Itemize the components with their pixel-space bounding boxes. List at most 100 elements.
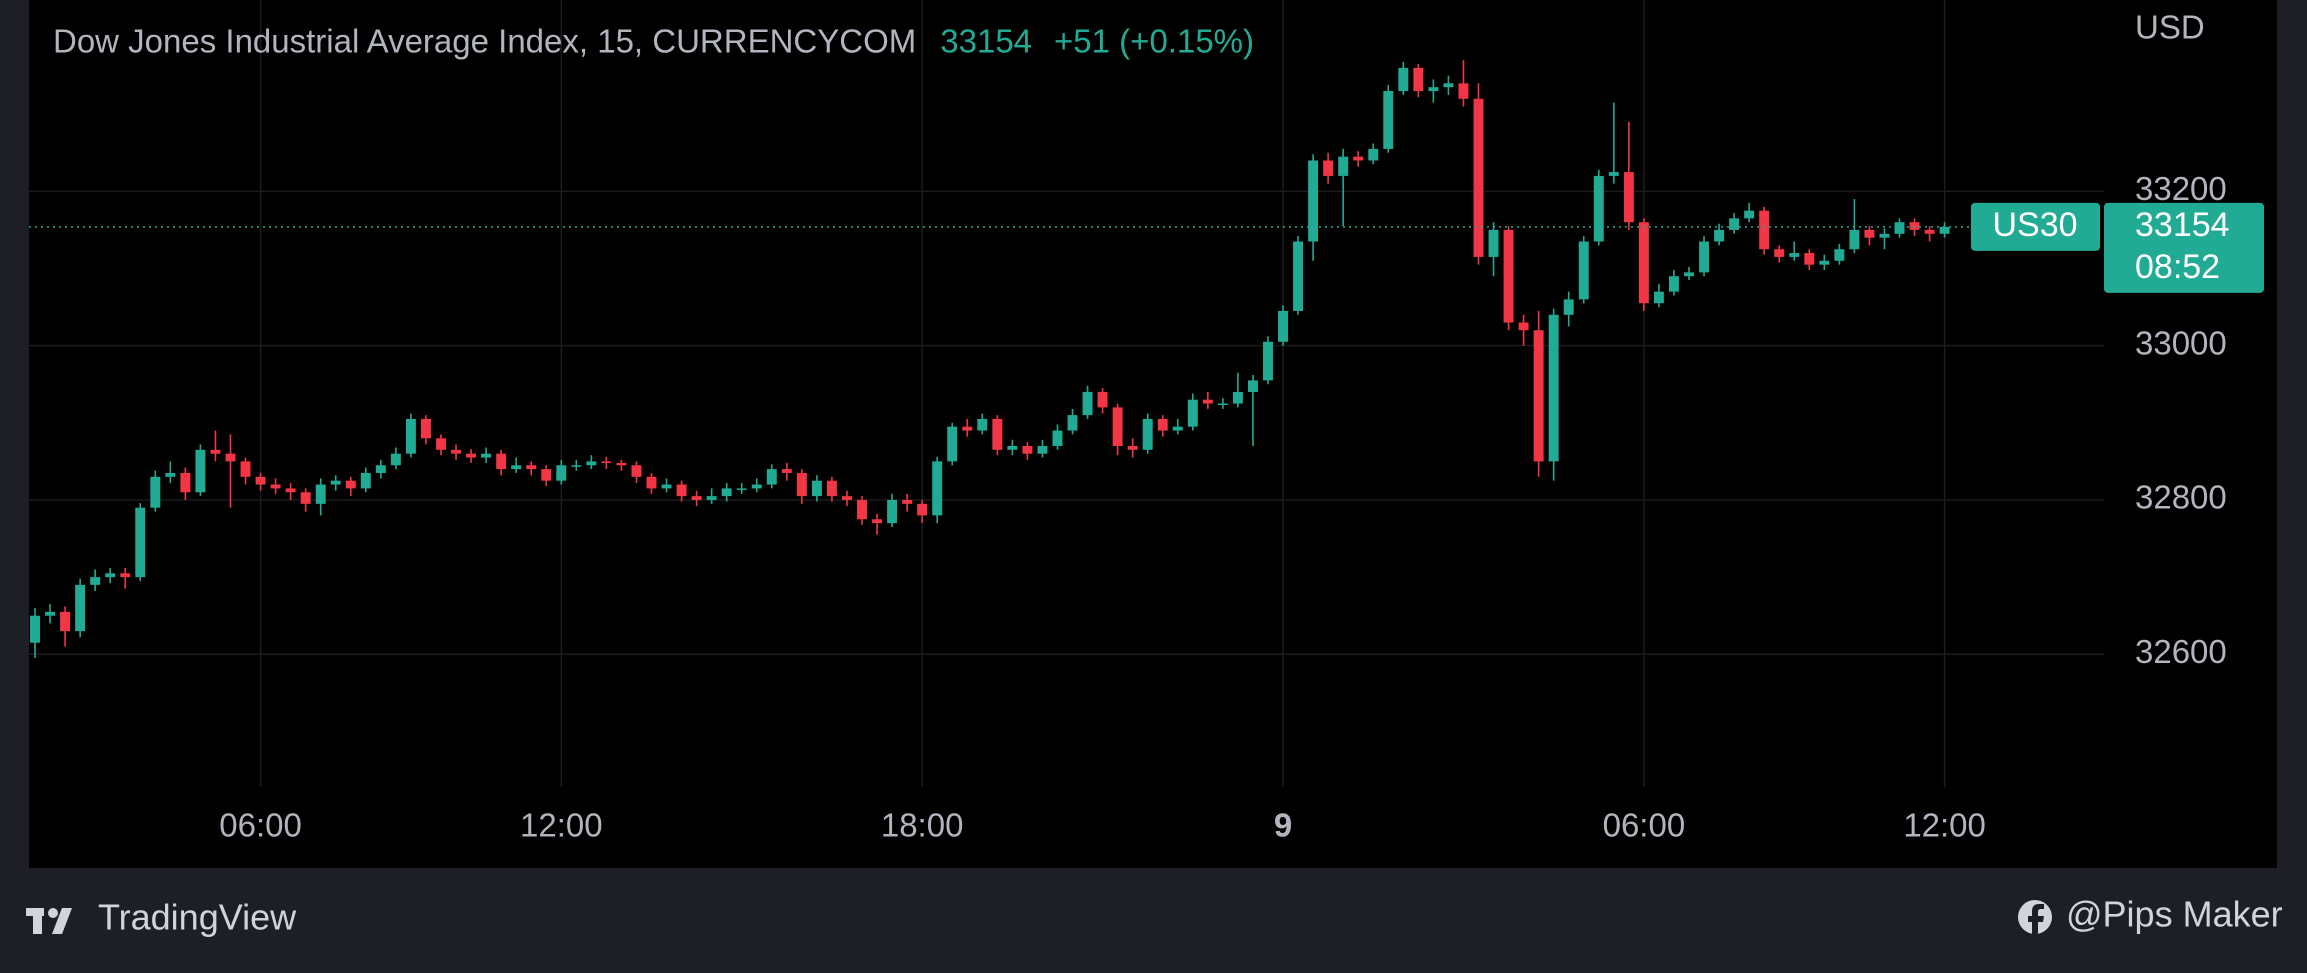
candle-body (1473, 98, 1484, 257)
candle-body (45, 611, 56, 616)
candle-body (857, 499, 867, 520)
y-tick-label: 33000 (2135, 324, 2227, 361)
candle-body (751, 484, 762, 489)
candle-body (30, 615, 40, 643)
candle-body (496, 453, 507, 470)
candle-body (556, 465, 567, 481)
candle-body (1488, 229, 1499, 257)
candle-body (1638, 222, 1649, 304)
candle-body (1533, 330, 1544, 462)
candle-body (466, 453, 477, 458)
candle-body (1623, 172, 1634, 223)
overlay: US30 33154 08:52 (29, 202, 2264, 293)
candle-body (1669, 276, 1679, 292)
candle-body (811, 480, 822, 497)
candle-body (1608, 172, 1619, 176)
candle-body (195, 449, 206, 493)
candle-body (1729, 218, 1740, 230)
brand: TradingView (98, 897, 297, 938)
x-tick-label: 9 (1274, 807, 1292, 844)
x-tick-label: 12:00 (1903, 807, 1986, 844)
candle-body (240, 461, 251, 477)
candle-body (676, 484, 687, 497)
candle-body (1503, 229, 1514, 323)
candle-body (661, 484, 672, 489)
x-tick-label: 06:00 (219, 807, 302, 844)
candle-body (1849, 229, 1860, 250)
candle-body (225, 453, 236, 462)
candle-body (1834, 249, 1845, 261)
candle-body (781, 469, 792, 473)
candle-body (1232, 391, 1243, 404)
candle-body (75, 584, 86, 632)
candle-body (150, 476, 161, 508)
candle-body (842, 496, 852, 500)
candle-body (1398, 67, 1409, 92)
y-tick-label: 32800 (2135, 479, 2227, 516)
candle-body (1202, 399, 1213, 404)
candles (30, 60, 1950, 659)
x-tick-label: 18:00 (881, 807, 964, 844)
candle-body (1924, 229, 1935, 234)
candle-body (1172, 426, 1183, 431)
candle-body (1759, 210, 1770, 250)
header-price: 33154 (940, 23, 1032, 60)
candle-body (1022, 445, 1033, 454)
y-tick-label: 33200 (2135, 170, 2227, 207)
candle-body (932, 461, 943, 516)
candle-body (1187, 399, 1198, 427)
candle-body (526, 465, 537, 470)
candle-body (360, 472, 371, 489)
candle-body (1323, 160, 1334, 176)
candle-body (962, 426, 973, 431)
candle-body (1247, 380, 1258, 392)
countdown-label: 08:52 (2135, 248, 2220, 286)
candle-body (1518, 322, 1529, 331)
candle-body (1037, 445, 1048, 454)
candle-body (1383, 91, 1394, 149)
candle-body (1293, 241, 1304, 311)
candle-body (646, 476, 657, 489)
candle-body (135, 507, 146, 578)
candle-body (586, 461, 597, 466)
candle-body (60, 611, 71, 632)
candle-body (902, 499, 913, 504)
candle-body (977, 418, 988, 431)
x-tick-label: 12:00 (520, 807, 603, 844)
x-tick-label: 06:00 (1603, 807, 1686, 844)
candle-body (481, 453, 492, 458)
candle-body (1909, 222, 1920, 230)
candle-body (992, 418, 1003, 450)
candle-body (721, 488, 732, 497)
candle-body (1353, 156, 1364, 161)
candle-body (120, 573, 131, 578)
candle-body (1939, 226, 1950, 234)
candle-body (165, 472, 176, 477)
candle-body (270, 484, 281, 489)
candle-body (917, 503, 928, 516)
candle-body (1082, 391, 1093, 416)
candle-body (1052, 430, 1063, 446)
candle-body (1217, 403, 1228, 406)
candle-body (330, 480, 341, 485)
candle-body (1563, 299, 1574, 315)
header-change: +51 (+0.15%) (1054, 23, 1254, 60)
candle-body (315, 484, 326, 504)
candle-body (631, 465, 642, 477)
candle-body (1593, 175, 1604, 242)
candle-body (511, 465, 522, 470)
candle-body (405, 418, 416, 454)
candle-body (345, 480, 356, 489)
grid: 32600 32800 33000 33200 06:00 12:00 18:00 9 06:0… (29, 0, 2227, 844)
credit: @Pips Maker (2066, 894, 2283, 935)
candle-body (1714, 229, 1725, 242)
candle-body (1819, 260, 1830, 265)
price-badge (2104, 202, 2264, 293)
candle-body (1263, 341, 1273, 381)
candle-body (285, 488, 296, 493)
candle-body (420, 418, 431, 439)
facebook-icon (2018, 900, 2052, 934)
candle-body (105, 573, 116, 578)
